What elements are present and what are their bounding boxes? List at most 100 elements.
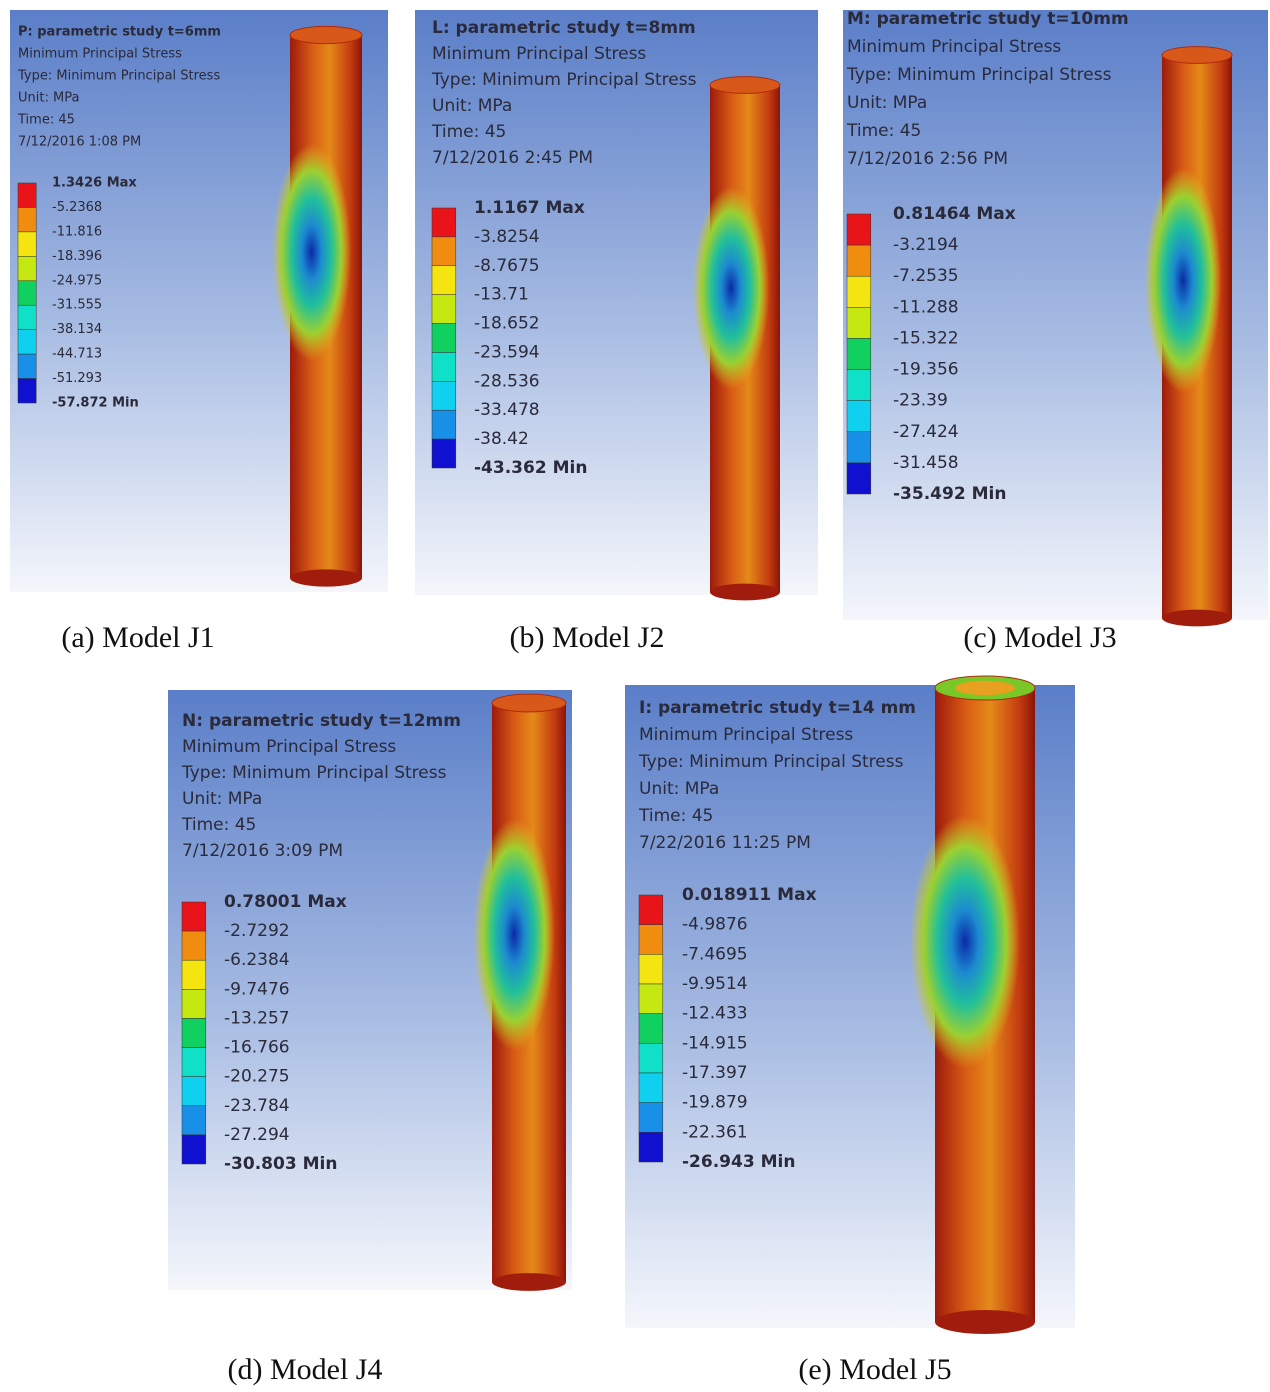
- legend-swatch: [432, 237, 456, 266]
- stress-zone: [474, 819, 555, 1051]
- result-info: Unit: MPa: [847, 93, 927, 113]
- legend-label: -28.536: [474, 371, 540, 391]
- legend-label: -57.872 Min: [52, 396, 139, 411]
- result-info: Time: 45: [181, 815, 256, 835]
- legend-swatch: [432, 410, 456, 439]
- legend-label: -13.257: [224, 1008, 290, 1028]
- stress-zone: [693, 186, 770, 389]
- result-info: Minimum Principal Stress: [432, 44, 646, 64]
- legend-swatch: [182, 1135, 206, 1164]
- cylinder-hole: [955, 681, 1015, 695]
- legend-label: -18.652: [474, 314, 540, 334]
- caption: (c) Model J3: [963, 621, 1116, 654]
- result-info: Minimum Principal Stress: [639, 725, 853, 745]
- legend-label: -11.816: [52, 224, 102, 239]
- result-info: Type: Minimum Principal Stress: [17, 69, 220, 84]
- legend-label: -15.322: [893, 328, 959, 348]
- legend-swatch: [18, 183, 36, 207]
- legend-label: -5.2368: [52, 200, 102, 215]
- legend-label: -35.492 Min: [893, 484, 1006, 504]
- caption: (e) Model J5: [798, 1353, 951, 1386]
- legend-swatch: [182, 989, 206, 1018]
- cylinder-bottom: [935, 1310, 1035, 1334]
- legend-swatch: [182, 1048, 206, 1077]
- result-info: Minimum Principal Stress: [182, 737, 396, 757]
- legend-swatch: [847, 214, 871, 245]
- legend-swatch: [432, 352, 456, 381]
- stress-zone: [910, 815, 1020, 1069]
- cylinder-top: [492, 694, 566, 712]
- legend-label: -44.713: [52, 347, 102, 362]
- result-title: I: parametric study t=14 mm: [639, 698, 916, 718]
- legend-swatch: [18, 232, 36, 256]
- stress-zone: [1145, 168, 1222, 393]
- cylinder-top: [1162, 47, 1232, 64]
- legend-label: -4.9876: [682, 915, 748, 935]
- legend-label: -38.42: [474, 429, 529, 449]
- legend-swatch: [182, 902, 206, 931]
- legend-swatch: [639, 954, 663, 984]
- legend-label: 0.018911 Max: [682, 885, 817, 905]
- legend-swatch: [18, 281, 36, 305]
- legend-label: -30.803 Min: [224, 1154, 337, 1174]
- legend-label: -18.396: [52, 249, 102, 264]
- result-info: Minimum Principal Stress: [847, 37, 1061, 57]
- legend-swatch: [639, 895, 663, 925]
- result-info: 7/12/2016 2:56 PM: [847, 149, 1008, 169]
- legend-swatch: [432, 381, 456, 410]
- result-info: 7/12/2016 1:08 PM: [18, 135, 141, 150]
- legend-label: -13.71: [474, 285, 529, 305]
- legend-label: -31.458: [893, 453, 959, 473]
- result-info: Unit: MPa: [182, 789, 262, 809]
- legend-label: -14.915: [682, 1033, 748, 1053]
- legend-label: -26.943 Min: [682, 1152, 795, 1172]
- legend-swatch: [847, 276, 871, 307]
- legend-label: -7.2535: [893, 266, 959, 286]
- legend-swatch: [847, 401, 871, 432]
- legend-swatch: [18, 256, 36, 280]
- legend-label: -12.433: [682, 1004, 748, 1024]
- panel: N: parametric study t=12mm Minimum Princi…: [168, 690, 572, 1386]
- legend-label: -38.134: [52, 322, 102, 337]
- cylinder-bottom: [1162, 610, 1232, 627]
- legend-swatch: [182, 1018, 206, 1047]
- legend-swatch: [847, 245, 871, 276]
- legend-swatch: [18, 305, 36, 329]
- cylinder-bottom: [290, 569, 362, 586]
- result-info: 7/22/2016 11:25 PM: [639, 833, 811, 853]
- legend-swatch: [847, 338, 871, 369]
- result-info: Time: 45: [431, 122, 506, 142]
- legend-label: 1.3426 Max: [52, 176, 137, 191]
- result-info: Type: Minimum Principal Stress: [638, 752, 904, 772]
- cylinder-top: [290, 26, 362, 43]
- legend-label: -22.361: [682, 1122, 748, 1142]
- legend-swatch: [639, 1014, 663, 1044]
- legend-swatch: [432, 324, 456, 353]
- legend-label: -19.356: [893, 360, 959, 380]
- result-title: L: parametric study t=8mm: [432, 18, 696, 38]
- legend-label: -23.594: [474, 342, 540, 362]
- legend-swatch: [847, 370, 871, 401]
- result-info: Time: 45: [17, 113, 75, 128]
- panel: L: parametric study t=8mm Minimum Princip…: [415, 10, 818, 654]
- legend-label: -11.288: [893, 297, 959, 317]
- legend-label: -2.7292: [224, 921, 290, 941]
- result-info: Type: Minimum Principal Stress: [181, 763, 447, 783]
- legend-label: -31.555: [52, 298, 102, 313]
- result-title: N: parametric study t=12mm: [182, 711, 461, 731]
- legend-swatch: [847, 463, 871, 494]
- cylinder-bottom: [710, 584, 780, 601]
- legend-swatch: [18, 330, 36, 354]
- legend-swatch: [182, 1106, 206, 1135]
- legend-label: -19.879: [682, 1093, 748, 1113]
- caption: (a) Model J1: [61, 621, 214, 654]
- caption: (b) Model J2: [510, 621, 665, 654]
- result-info: 7/12/2016 3:09 PM: [182, 841, 343, 861]
- cylinder-bottom: [492, 1273, 566, 1291]
- legend-swatch: [639, 1132, 663, 1162]
- result-info: Time: 45: [638, 806, 713, 826]
- legend-label: -9.9514: [682, 974, 748, 994]
- legend-label: -8.7675: [474, 256, 540, 276]
